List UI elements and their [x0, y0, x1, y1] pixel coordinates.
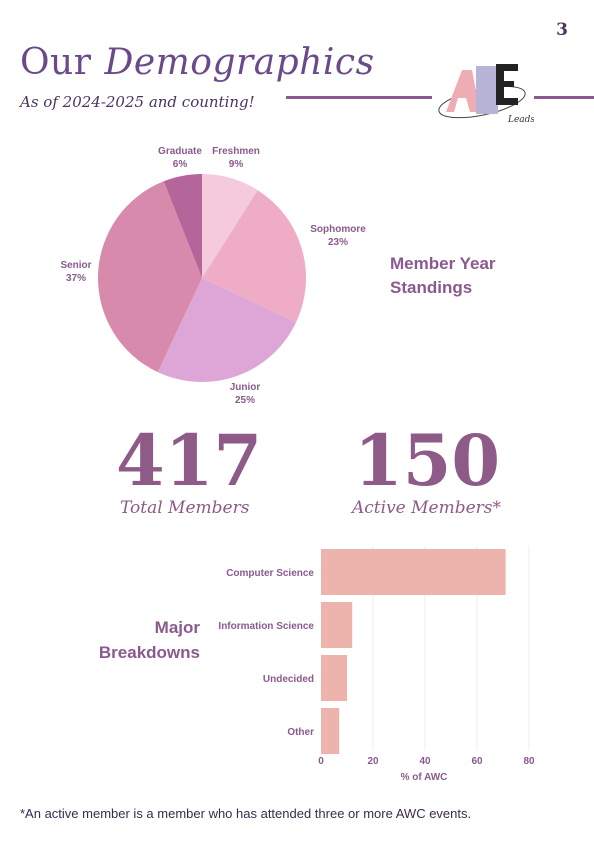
bar-category-information-science: Information Science [218, 621, 314, 632]
pie-label-junior: Junior [230, 382, 261, 393]
pie-slice-sophomore [202, 190, 307, 323]
major-heading-line1: Major [154, 618, 200, 637]
pie-slice-junior [157, 278, 297, 382]
bar-computer-science [321, 549, 506, 595]
footnote: *An active member is a member who has at… [20, 806, 472, 821]
total-members-label: Total Members [120, 498, 250, 518]
member-year-heading-line2: Standings [390, 277, 473, 297]
pie-label-sophomore: Sophomore [310, 224, 366, 235]
bar-category-computer-science: Computer Science [226, 568, 314, 579]
bar-other [321, 708, 340, 754]
pie-pct-freshmen: 9% [229, 159, 244, 170]
member-year-heading-line1: Member Year [390, 254, 496, 273]
pie-slice-graduate [163, 174, 202, 278]
bar-undecided [321, 655, 347, 701]
header-rule-left [286, 96, 432, 99]
awc-logo: Leads [432, 56, 535, 126]
x-axis-label: % of AWC [401, 772, 448, 783]
x-tick-label: 60 [471, 756, 483, 767]
page-number: 3 [556, 20, 568, 40]
pie-label-freshmen: Freshmen [212, 146, 260, 157]
member-year-heading: Member Year Standings [390, 252, 496, 300]
active-members-label: Active Members* [352, 498, 502, 518]
header: Our Demographics As of 2024-2025 and cou… [20, 44, 375, 112]
x-tick-label: 80 [523, 756, 535, 767]
x-tick-label: 20 [367, 756, 379, 767]
page-title: Our Demographics [20, 44, 375, 81]
page-subtitle: As of 2024-2025 and counting! [20, 93, 255, 111]
active-members-value: 150 [354, 419, 501, 502]
x-tick-label: 40 [419, 756, 431, 767]
pie-slice-senior [97, 181, 202, 373]
pie-slice-freshmen [202, 174, 258, 278]
bar-category-undecided: Undecided [263, 674, 314, 685]
bar-category-other: Other [287, 727, 314, 738]
title-word-demographics: Demographics [104, 42, 375, 83]
svg-text:Leads: Leads [507, 115, 534, 125]
header-rule-right [534, 96, 594, 99]
pie-pct-junior: 25% [235, 395, 255, 406]
total-members-value: 417 [116, 419, 263, 502]
pie-pct-sophomore: 23% [328, 237, 348, 248]
pie-pct-senior: 37% [66, 273, 86, 284]
major-bar-chart: 0 20 40 60 80 Computer Science Information Sci… [218, 546, 535, 783]
year-pie-chart: Freshmen 9% Sophomore 23% Junior 25% Senior 37%… [60, 146, 366, 406]
major-breakdown-heading: Major Breakdowns [60, 616, 200, 665]
bar-information-science [321, 602, 353, 648]
pie-label-senior: Senior [60, 260, 91, 271]
x-tick-label: 0 [318, 756, 324, 767]
major-heading-line2: Breakdowns [98, 642, 200, 662]
pie-label-graduate: Graduate [158, 146, 202, 157]
pie-pct-graduate: 6% [173, 159, 188, 170]
title-word-our: Our [20, 42, 92, 83]
